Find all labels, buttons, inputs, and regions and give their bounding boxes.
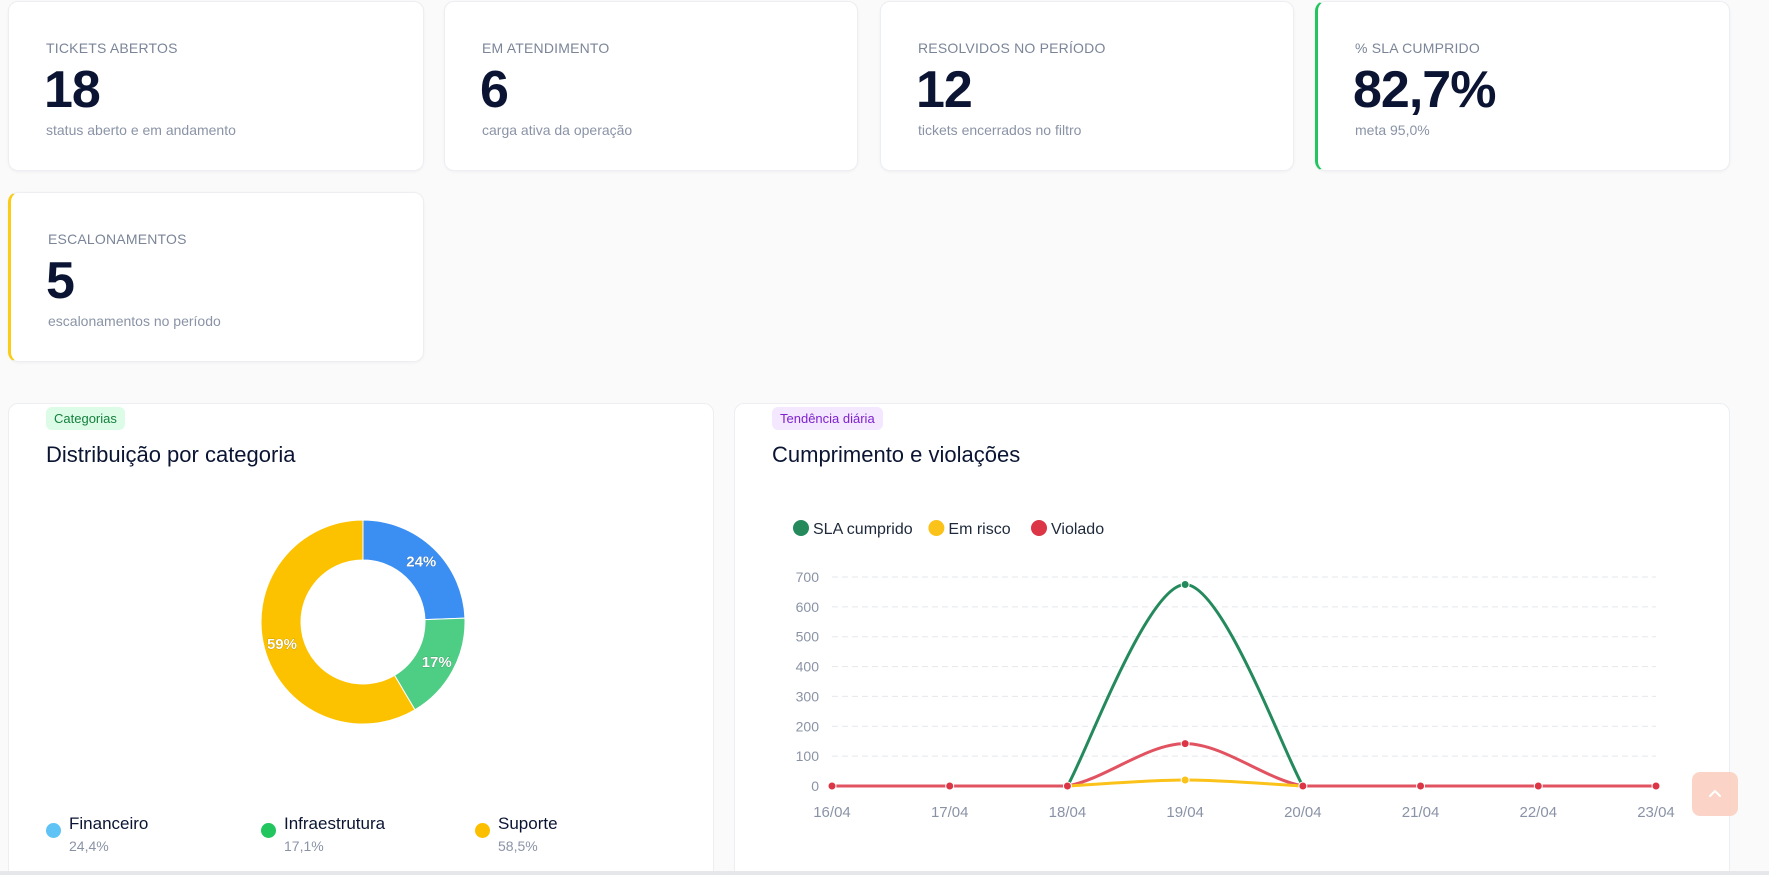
x-tick-label: 16/04	[813, 804, 851, 821]
y-tick-label: 0	[811, 778, 819, 794]
legend-dot	[1031, 520, 1047, 536]
y-tick-label: 300	[796, 688, 820, 704]
x-tick-label: 17/04	[931, 804, 969, 821]
horizontal-scrollbar[interactable]	[0, 871, 1769, 875]
legend-pct: 24,4%	[69, 838, 109, 854]
kpi-value: 6	[480, 61, 509, 119]
kpi-subtitle: escalonamentos no período	[48, 313, 221, 329]
data-point[interactable]	[945, 781, 955, 791]
legend-dot-infraestrutura	[261, 823, 276, 838]
y-tick-label: 200	[796, 718, 820, 734]
kpi-subtitle: carga ativa da operação	[482, 122, 633, 138]
donut-slice-label: 24%	[406, 553, 436, 570]
category-title: Distribuição por categoria	[46, 442, 296, 467]
legend-label: SLA cumprido	[813, 521, 913, 538]
data-point[interactable]	[1180, 579, 1190, 589]
kpi-label: % SLA CUMPRIDO	[1355, 40, 1480, 56]
legend-name: Infraestrutura	[284, 814, 386, 833]
kpi-card-resolvidos: RESOLVIDOS NO PERÍODO 12 tickets encerra…	[880, 1, 1294, 171]
x-tick-label: 22/04	[1520, 804, 1558, 821]
kpi-label: ESCALONAMENTOS	[48, 231, 187, 247]
kpi-value: 12	[916, 61, 973, 119]
series-line-violado	[831, 742, 1656, 788]
x-tick-label: 20/04	[1284, 804, 1322, 821]
data-point[interactable]	[1298, 781, 1308, 791]
donut-slice-suporte[interactable]	[260, 519, 416, 725]
scroll-to-top-button[interactable]	[1692, 772, 1738, 816]
x-tick-label: 23/04	[1637, 804, 1675, 821]
legend-dot-suporte	[475, 823, 490, 838]
kpi-card-tickets-abertos: TICKETS ABERTOS 18 status aberto e em an…	[8, 1, 424, 171]
legend-name: Financeiro	[69, 814, 149, 833]
kpi-card-sla-cumprido: % SLA CUMPRIDO 82,7% meta 95,0%	[1315, 1, 1730, 171]
chevron-up-icon	[1709, 790, 1721, 797]
data-point[interactable]	[1651, 781, 1661, 791]
legend-name: Suporte	[498, 814, 558, 833]
legend-dot	[928, 520, 945, 536]
trend-legend-item[interactable]: Violado	[1031, 520, 1104, 538]
kpi-label: RESOLVIDOS NO PERÍODO	[918, 40, 1106, 56]
trend-panel: Tendência diária Cumprimento e violações…	[734, 403, 1730, 875]
x-tick-label: 18/04	[1049, 804, 1087, 821]
trend-title: Cumprimento e violações	[772, 442, 1021, 467]
kpi-value: 18	[44, 61, 101, 119]
data-point[interactable]	[1533, 781, 1543, 791]
trend-legend-item[interactable]: SLA cumprido	[793, 520, 913, 538]
trend-legend-item[interactable]: Em risco	[928, 520, 1011, 538]
donut-slice-label: 17%	[422, 654, 452, 671]
legend-pct: 58,5%	[498, 838, 538, 854]
legend-label: Em risco	[948, 521, 1010, 538]
category-tag: Categorias	[46, 407, 125, 430]
legend-dot-financeiro	[46, 823, 61, 838]
y-tick-label: 700	[796, 569, 820, 585]
kpi-card-escalonamentos: ESCALONAMENTOS 5 escalonamentos no perío…	[8, 192, 424, 362]
donut-chart: 24% 17% 59%	[260, 519, 466, 725]
y-tick-label: 500	[796, 629, 820, 645]
kpi-card-em-atendimento: EM ATENDIMENTO 6 carga ativa da operação	[444, 1, 858, 171]
category-panel: Categorias Distribuição por categoria 24…	[8, 403, 714, 875]
data-point[interactable]	[827, 781, 837, 791]
donut-slice-label: 59%	[267, 636, 297, 653]
data-point[interactable]	[1180, 739, 1190, 749]
kpi-label: TICKETS ABERTOS	[46, 40, 178, 56]
trend-tag: Tendência diária	[772, 407, 883, 430]
x-tick-label: 21/04	[1402, 804, 1440, 821]
data-point[interactable]	[1062, 781, 1072, 791]
x-tick-label: 19/04	[1166, 804, 1204, 821]
kpi-subtitle: meta 95,0%	[1355, 122, 1430, 138]
kpi-label: EM ATENDIMENTO	[482, 40, 610, 56]
kpi-value: 82,7%	[1353, 61, 1496, 119]
y-tick-label: 600	[796, 599, 820, 615]
kpi-value: 5	[46, 252, 75, 310]
legend-label: Violado	[1051, 521, 1104, 538]
line-chart: SLA cumprido Em risco Violado 0 100 200 300 400…	[793, 520, 1675, 821]
y-tick-label: 400	[796, 659, 820, 675]
kpi-subtitle: status aberto e em andamento	[46, 122, 236, 138]
kpi-subtitle: tickets encerrados no filtro	[918, 122, 1082, 138]
data-point[interactable]	[1180, 775, 1190, 785]
legend-dot	[793, 520, 809, 536]
data-point[interactable]	[1416, 781, 1426, 791]
y-tick-label: 100	[796, 748, 820, 764]
legend-pct: 17,1%	[284, 838, 324, 854]
